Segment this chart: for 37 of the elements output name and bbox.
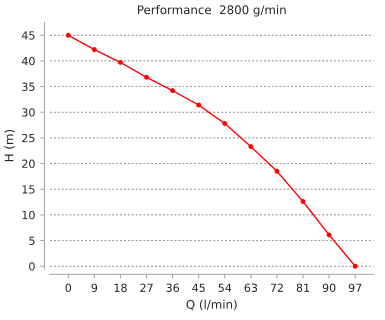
- y-tick-label: 20: [22, 160, 35, 168]
- x-tick-label: 90: [322, 284, 336, 292]
- point: [222, 121, 228, 126]
- y-tick-label: 10: [22, 210, 35, 220]
- x-tick-label: 72: [270, 284, 283, 292]
- y-tick-label: 0: [29, 262, 35, 271]
- x-tick-label: 97: [348, 284, 362, 292]
- x-tick-label: 45: [192, 284, 205, 292]
- x-tick-label: 81: [296, 284, 310, 292]
- x-tick-label: 18: [114, 284, 127, 292]
- point: [144, 74, 149, 80]
- point: [326, 232, 332, 238]
- point: [274, 168, 280, 174]
- x-tick-label: 0: [66, 284, 72, 292]
- y-tick-label: 5: [29, 236, 34, 245]
- y-tick-label: 15: [22, 185, 34, 194]
- point: [196, 102, 202, 108]
- y-tick-label: 35: [22, 82, 34, 91]
- x-tick-label: 63: [244, 284, 258, 292]
- y-tick-label: 45: [22, 31, 34, 40]
- point: [118, 60, 123, 65]
- y-tick-label: 40: [22, 56, 35, 66]
- x-tick-label: 36: [166, 284, 179, 292]
- y-tick-label: 30: [22, 108, 35, 117]
- y-tick-label: 25: [22, 134, 34, 142]
- x-axis-title: Q (l/min): [186, 300, 237, 310]
- point: [248, 144, 254, 150]
- x-tick-label: 54: [218, 284, 232, 292]
- point: [170, 88, 176, 94]
- x-tick-label: 27: [140, 284, 153, 292]
- point: [352, 264, 358, 269]
- point: [66, 32, 71, 38]
- point: [92, 47, 97, 52]
- point: [300, 199, 306, 204]
- x-tick-label: 9: [92, 284, 98, 292]
- chart-title: Performance 2800 g/min: [138, 5, 286, 17]
- y-axis-title: H (m): [4, 130, 15, 162]
